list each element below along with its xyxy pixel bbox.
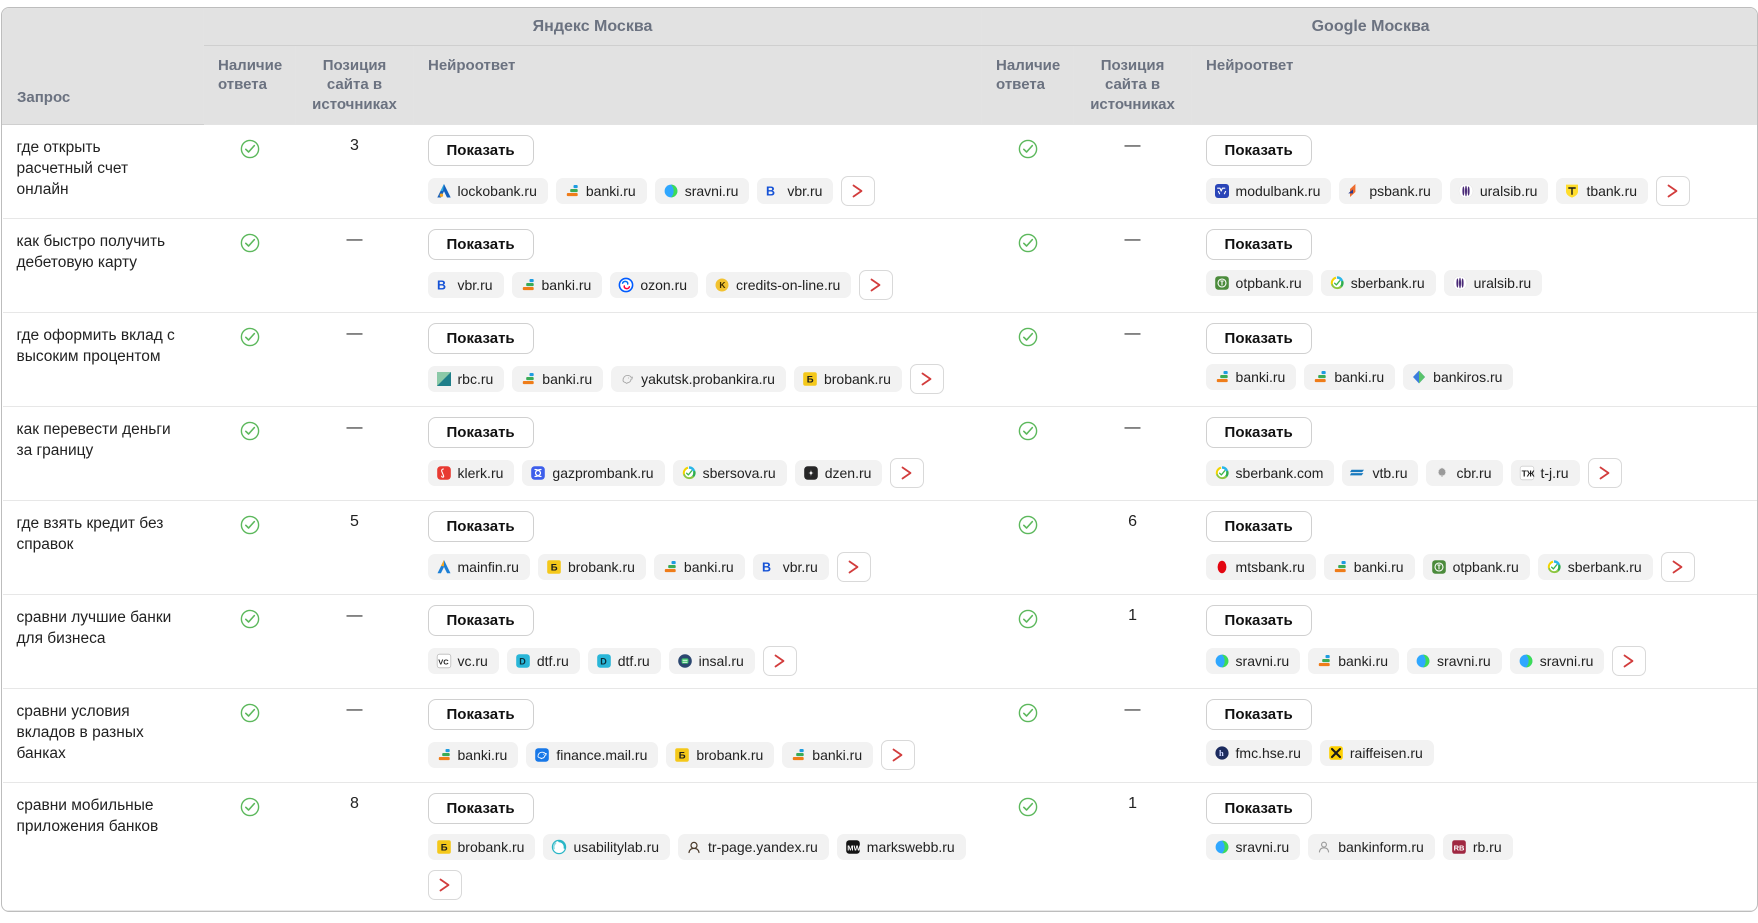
svg-text:Б: Б <box>807 375 814 386</box>
svg-text:D: D <box>519 656 526 666</box>
svg-text:h: h <box>1219 748 1224 758</box>
svg-text:Б: Б <box>440 843 447 854</box>
svg-text:D: D <box>600 656 607 666</box>
svg-text:VC: VC <box>438 657 449 666</box>
svg-text:RB: RB <box>1453 843 1464 852</box>
svg-text:MW: MW <box>847 843 861 852</box>
svg-text:Б: Б <box>551 563 558 574</box>
svg-text:B: B <box>762 561 771 575</box>
svg-text:Б: Б <box>679 751 686 762</box>
svg-text:B: B <box>766 185 775 199</box>
svg-text:TЖ: TЖ <box>1521 468 1534 478</box>
svg-text:K: K <box>719 280 726 290</box>
svg-text:B: B <box>437 279 446 293</box>
